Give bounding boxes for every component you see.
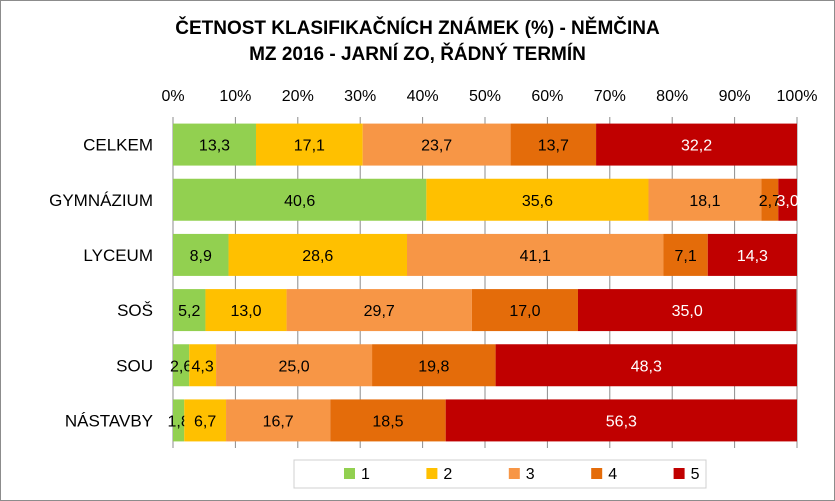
- chart-subtitle: MZ 2016 - JARNÍ ZO, ŘÁDNÝ TERMÍN: [249, 44, 586, 65]
- category-label: CELKEM: [83, 136, 153, 155]
- data-label: 13,7: [538, 138, 569, 155]
- bar-segment: [663, 233, 708, 276]
- legend-label: 3: [526, 466, 535, 483]
- legend-label: 5: [691, 466, 700, 483]
- bar-segment: [330, 399, 446, 442]
- data-label: 18,1: [689, 193, 720, 210]
- chart-title-block: ČETNOST KLASIFIKAČNÍCH ZNÁMEK (%) - NĚMČ…: [0, 16, 835, 68]
- data-label: 13,0: [230, 303, 261, 320]
- x-tick-label: 80%: [656, 88, 688, 105]
- legend-box: [293, 459, 707, 489]
- bar-segment: [216, 344, 373, 387]
- legend-swatch: [426, 468, 438, 479]
- data-label: 32,2: [681, 138, 712, 155]
- bar-segment: [778, 178, 797, 221]
- data-label: 4,3: [192, 358, 214, 375]
- bar-segment: [362, 123, 511, 166]
- category-label: LYCEUM: [83, 246, 153, 265]
- data-label: 41,1: [520, 248, 551, 265]
- bar-segment: [184, 399, 227, 442]
- bar-segment: [510, 123, 597, 166]
- data-label: 56,3: [606, 413, 637, 430]
- data-label: 19,8: [418, 358, 449, 375]
- x-axis-ticks: 0% 10% 20% 30% 40% 50% 60% 70% 80% 90% 100%: [161, 88, 817, 105]
- data-label: 35,6: [522, 193, 553, 210]
- bar-segment: [173, 289, 206, 332]
- data-label: 16,7: [263, 413, 294, 430]
- bar-segment: [707, 233, 797, 276]
- data-label: 2,6: [170, 358, 192, 375]
- data-label: 18,5: [372, 413, 403, 430]
- bar-segment: [445, 399, 797, 442]
- data-label: 40,6: [284, 193, 315, 210]
- legend-swatch: [591, 468, 603, 479]
- bar-segment: [426, 178, 649, 221]
- data-label: 17,1: [294, 138, 325, 155]
- data-label: 25,0: [278, 358, 309, 375]
- data-label: 2,7: [759, 193, 781, 210]
- legend-swatch: [673, 468, 685, 479]
- x-tick-label: 60%: [531, 88, 563, 105]
- legend-swatch: [344, 468, 355, 479]
- chart-title: ČETNOST KLASIFIKAČNÍCH ZNÁMEK (%) - NĚMČ…: [175, 18, 660, 39]
- category-label: NÁSTAVBY: [65, 411, 153, 430]
- data-label: 8,9: [190, 248, 212, 265]
- bar-segment: [173, 344, 190, 387]
- gridlines: [172, 117, 798, 448]
- x-tick-label: 40%: [407, 88, 439, 105]
- category-labels: CELKEM GYMNÁZIUM LYCEUM SOŠ SOU NÁSTAVBY: [49, 136, 153, 431]
- data-label: 23,7: [421, 138, 452, 155]
- bar-segment: [173, 178, 427, 221]
- x-tick-label: 10%: [219, 88, 251, 105]
- data-label: 14,3: [737, 248, 768, 265]
- data-label: 6,7: [194, 413, 216, 430]
- x-tick-label: 90%: [719, 88, 751, 105]
- category-label: SOŠ: [117, 301, 153, 320]
- bar-segment: [596, 123, 797, 166]
- data-label: 48,3: [631, 358, 662, 375]
- bar-segment: [228, 233, 407, 276]
- x-tick-label: 70%: [594, 88, 626, 105]
- x-tick-label: 0%: [161, 88, 184, 105]
- category-label: SOU: [116, 356, 153, 375]
- bar-segment: [173, 399, 185, 442]
- x-tick-label: 30%: [344, 88, 376, 105]
- bar-segments: 13,3 17,1 23,7 13,7 32,2 40,6 35,6 18,1 2,73,0 8,…: [167, 123, 799, 442]
- bar-segment: [372, 344, 496, 387]
- legend-swatch: [508, 468, 520, 479]
- bar-segment: [173, 123, 256, 166]
- legend-label: 1: [361, 466, 370, 483]
- bar-segment: [761, 178, 779, 221]
- legend-label: 2: [443, 466, 452, 483]
- category-label: GYMNÁZIUM: [49, 191, 153, 210]
- x-tick-label: 100%: [777, 88, 818, 105]
- data-label: 17,0: [509, 303, 540, 320]
- data-label: 13,3: [199, 138, 230, 155]
- data-label: 28,6: [302, 248, 333, 265]
- bar-segment: [648, 178, 762, 221]
- legend-label: 4: [608, 466, 617, 483]
- bar-segment: [189, 344, 217, 387]
- bar-segment: [495, 344, 797, 387]
- x-tick-label: 50%: [469, 88, 501, 105]
- bar-segment: [286, 289, 472, 332]
- bar-segment: [173, 233, 229, 276]
- bar-segment: [471, 289, 578, 332]
- bar-segment: [226, 399, 331, 442]
- data-label: 5,2: [178, 303, 200, 320]
- bar-segment: [205, 289, 287, 332]
- data-label: 29,7: [364, 303, 395, 320]
- data-label: 7,1: [674, 248, 696, 265]
- bar-segment: [407, 233, 664, 276]
- bar-segment: [255, 123, 363, 166]
- data-label: 3,0: [777, 193, 799, 210]
- legend: 1 2 3 4 5: [293, 459, 707, 489]
- bar-segment: [577, 289, 797, 332]
- x-tick-label: 20%: [282, 88, 314, 105]
- data-label: 35,0: [672, 303, 703, 320]
